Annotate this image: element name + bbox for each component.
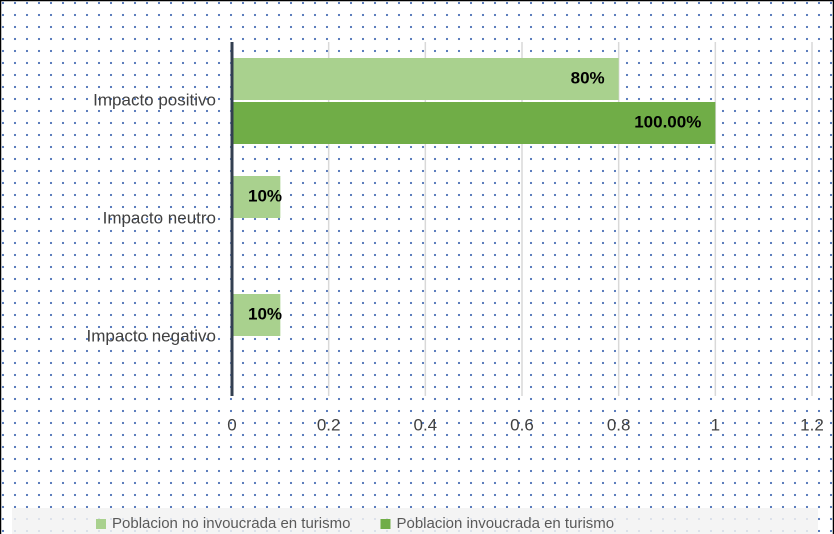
x-tick-label: 0.2 xyxy=(317,415,341,434)
legend-swatch xyxy=(96,519,106,529)
bar xyxy=(232,294,281,336)
y-tick-label: Impacto neutro xyxy=(103,208,216,227)
x-tick-label: 0.4 xyxy=(414,415,438,434)
bar xyxy=(232,176,281,218)
legend-box xyxy=(12,508,818,534)
x-tick-label: 0.8 xyxy=(607,415,631,434)
x-tick-label: 1.2 xyxy=(800,415,824,434)
legend-label: Poblacion invoucrada en turismo xyxy=(396,515,614,532)
x-tick-label: 0 xyxy=(227,415,236,434)
data-label: 100.00% xyxy=(634,112,701,131)
bar xyxy=(232,58,619,100)
legend-swatch xyxy=(380,519,391,529)
y-tick-label: Impacto positivo xyxy=(93,90,216,109)
y-tick-label: Impacto negativo xyxy=(87,326,216,345)
data-label: 80% xyxy=(571,68,605,87)
data-label: 10% xyxy=(248,304,282,323)
x-tick-label: 0.6 xyxy=(510,415,534,434)
x-tick-label: 1 xyxy=(711,415,720,434)
bar xyxy=(232,102,716,144)
legend-label: Poblacion no invoucrada en turismo xyxy=(112,515,350,532)
data-label: 10% xyxy=(248,186,282,205)
